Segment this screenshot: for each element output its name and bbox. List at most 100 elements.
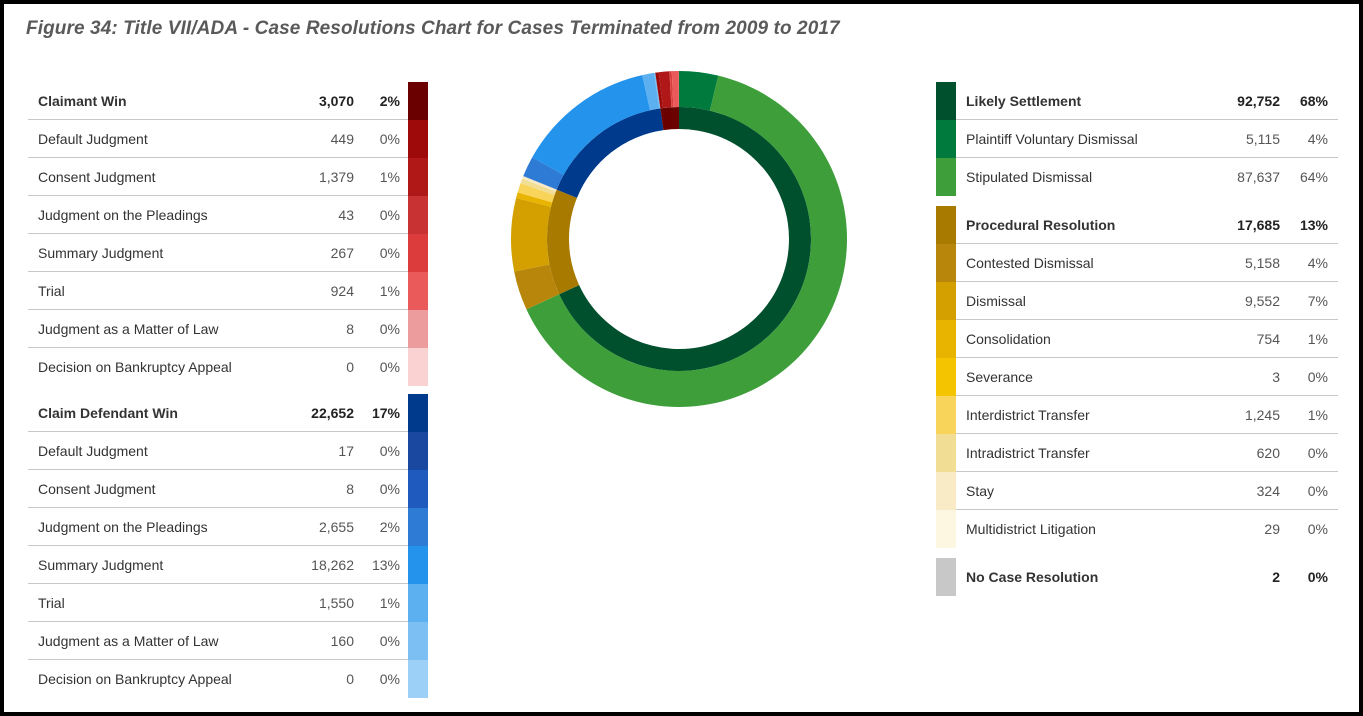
legend-value: 267	[330, 245, 354, 261]
legend-swatch	[936, 120, 956, 158]
legend-value: 17,685	[1237, 217, 1280, 233]
legend-percent: 0%	[1307, 569, 1328, 585]
legend-label: Summary Judgment	[38, 245, 164, 261]
legend-label: Default Judgment	[38, 443, 148, 459]
legend-swatch	[936, 358, 956, 396]
outer-ring-slice	[516, 192, 553, 207]
legend-label: Consolidation	[966, 331, 1051, 347]
legend-percent: 68%	[1299, 93, 1328, 109]
legend-value: 1,550	[318, 595, 354, 611]
legend-row: Stay 324 0%	[936, 472, 1338, 510]
legend-row: Judgment as a Matter of Law 8 0%	[28, 310, 428, 348]
legend-value: 43	[338, 207, 354, 223]
legend-group-row: No Case Resolution 2 0%	[936, 558, 1338, 598]
legend-label: Multidistrict Litigation	[966, 521, 1096, 537]
legend-row: Summary Judgment 18,262 13%	[28, 546, 428, 584]
legend-label: Judgment as a Matter of Law	[38, 321, 219, 337]
legend-label: Trial	[38, 283, 65, 299]
legend-row: Judgment on the Pleadings 2,655 2%	[28, 508, 428, 546]
legend-percent: 4%	[1307, 255, 1328, 271]
legend-value: 1,379	[318, 169, 354, 185]
legend-row: Multidistrict Litigation 29 0%	[936, 510, 1338, 548]
legend-percent: 1%	[379, 595, 400, 611]
legend-percent: 2%	[379, 519, 400, 535]
legend-row: Decision on Bankruptcy Appeal 0 0%	[28, 348, 428, 386]
legend-value: 0	[346, 359, 354, 375]
legend-swatch	[936, 396, 956, 434]
outer-ring-slice	[517, 192, 553, 203]
legend-percent: 2%	[379, 93, 400, 109]
legend-group-row: Likely Settlement 92,752 68%	[936, 82, 1338, 120]
legend-swatch	[936, 510, 956, 548]
legend-value: 449	[330, 131, 354, 147]
legend-swatch	[936, 282, 956, 320]
outer-ring-slice	[642, 72, 660, 111]
legend-value: 2	[1272, 569, 1280, 585]
legend-swatch	[936, 558, 956, 596]
legend-label: Claim Defendant Win	[38, 405, 178, 421]
legend-percent: 0%	[379, 131, 400, 147]
legend-swatch	[408, 622, 428, 660]
outer-ring-slice	[658, 71, 672, 108]
outer-ring-slice	[532, 75, 651, 175]
legend-percent: 0%	[379, 481, 400, 497]
legend-swatch	[408, 432, 428, 470]
legend-swatch	[936, 206, 956, 244]
legend-percent: 1%	[379, 283, 400, 299]
legend-value: 5,158	[1244, 255, 1280, 271]
legend-percent: 0%	[379, 359, 400, 375]
legend-swatch	[408, 584, 428, 622]
donut-chart	[511, 71, 847, 407]
legend-value: 17	[338, 443, 354, 459]
legend-value: 87,637	[1237, 169, 1280, 185]
legend-percent: 0%	[379, 633, 400, 649]
outer-ring-slice	[522, 176, 557, 192]
legend-percent: 13%	[371, 557, 400, 573]
inner-ring-slice	[547, 189, 580, 295]
left-legend: Claimant Win 3,070 2% Default Judgment 449 0%…	[28, 82, 428, 698]
legend-row: Plaintiff Voluntary Dismissal 5,115 4%	[936, 120, 1338, 158]
legend-swatch	[408, 546, 428, 584]
legend-label: Claimant Win	[38, 93, 127, 109]
legend-label: Consent Judgment	[38, 481, 156, 497]
outer-ring-slice	[523, 157, 564, 190]
legend-row: Interdistrict Transfer 1,245 1%	[936, 396, 1338, 434]
legend-row: Consent Judgment 8 0%	[28, 470, 428, 508]
legend-percent: 0%	[379, 671, 400, 687]
legend-percent: 0%	[379, 207, 400, 223]
legend-row: Default Judgment 449 0%	[28, 120, 428, 158]
legend-swatch	[936, 472, 956, 510]
legend-value: 22,652	[311, 405, 354, 421]
legend-row: Contested Dismissal 5,158 4%	[936, 244, 1338, 282]
legend-percent: 17%	[371, 405, 400, 421]
legend-percent: 1%	[1307, 331, 1328, 347]
legend-value: 924	[330, 283, 354, 299]
legend-value: 3	[1272, 369, 1280, 385]
legend-group-row: Claimant Win 3,070 2%	[28, 82, 428, 120]
legend-value: 8	[346, 321, 354, 337]
legend-label: Consent Judgment	[38, 169, 156, 185]
legend-swatch	[936, 244, 956, 282]
legend-percent: 7%	[1307, 293, 1328, 309]
outer-ring-slice	[523, 175, 557, 190]
legend-label: Likely Settlement	[966, 93, 1082, 109]
legend-row: Trial 1,550 1%	[28, 584, 428, 622]
legend-value: 92,752	[1237, 93, 1280, 109]
legend-label: Default Judgment	[38, 131, 148, 147]
outer-ring-slice	[520, 178, 556, 196]
outer-ring-slice	[655, 72, 664, 109]
legend-label: Summary Judgment	[38, 557, 164, 573]
outer-ring-slice	[669, 71, 672, 108]
legend-swatch	[408, 660, 428, 698]
legend-swatch	[408, 348, 428, 386]
legend-value: 0	[346, 671, 354, 687]
legend-value: 29	[1264, 521, 1280, 537]
legend-percent: 0%	[1307, 369, 1328, 385]
legend-label: Stipulated Dismissal	[966, 169, 1093, 185]
legend-label: No Case Resolution	[966, 569, 1099, 585]
legend-label: Decision on Bankruptcy Appeal	[38, 671, 232, 687]
legend-label: Judgment as a Matter of Law	[38, 633, 219, 649]
legend-value: 9,552	[1244, 293, 1280, 309]
legend-percent: 4%	[1307, 131, 1328, 147]
